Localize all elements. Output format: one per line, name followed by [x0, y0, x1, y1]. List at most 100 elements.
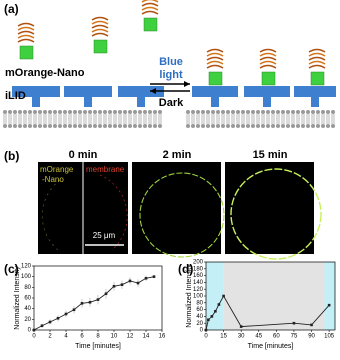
data-point: [128, 279, 132, 283]
data-point: [112, 284, 116, 288]
lipid-head: [28, 124, 32, 128]
y-tick-label: 0: [200, 328, 204, 334]
data-point: [310, 323, 313, 327]
lipid-head: [58, 124, 62, 128]
lipid-head: [321, 124, 325, 128]
x-tick-label: 105: [324, 334, 335, 340]
data-point: [207, 318, 210, 322]
lipid-head: [138, 124, 142, 128]
lipid-head: [306, 124, 310, 128]
x-tick-label: 8: [96, 334, 100, 340]
panel-label: (a): [4, 2, 19, 16]
lipid-head: [261, 124, 265, 128]
micrograph: [225, 162, 314, 254]
lipid-head: [281, 124, 285, 128]
ilid: [294, 86, 336, 97]
morange: [17, 22, 35, 27]
lipid-head: [133, 110, 137, 114]
lipid-head: [201, 124, 205, 128]
y-tick-label: 120: [193, 287, 204, 293]
lipid-head: [221, 110, 225, 114]
lipid-head: [331, 110, 335, 114]
lipid-head: [38, 110, 42, 114]
data-point: [40, 324, 44, 328]
x-tick-label: 0: [204, 334, 208, 340]
y-tick-label: 100: [193, 294, 204, 300]
morange: [17, 26, 35, 31]
y-tick-label: 60: [196, 307, 203, 313]
lipid-head: [128, 110, 132, 114]
ilid-stem: [32, 97, 40, 107]
panel-label: (b): [4, 149, 19, 163]
lipid-head: [226, 110, 230, 114]
y-tick-label: 100: [21, 274, 32, 280]
data-line: [33, 276, 155, 331]
lipid-head: [78, 124, 82, 128]
lipid-head: [13, 124, 17, 128]
data-point: [48, 320, 52, 324]
lipid-head: [191, 110, 195, 114]
y-tick-label: 40: [24, 306, 31, 312]
lipid-head: [68, 124, 72, 128]
x-tick-label: 90: [308, 334, 315, 340]
y-axis-label: Normalized Intensity: [186, 264, 193, 328]
lipid-head: [256, 124, 260, 128]
lipid-head: [88, 124, 92, 128]
lipid-head: [331, 124, 335, 128]
morange: [91, 24, 109, 29]
dark-label: Dark: [159, 97, 184, 109]
lipid-head: [286, 110, 290, 114]
lipid-head: [241, 110, 245, 114]
x-tick-label: 16: [159, 334, 166, 340]
data-point: [144, 276, 148, 280]
lipid-head: [13, 110, 17, 114]
lipid-head: [123, 124, 127, 128]
lipid-head: [321, 110, 325, 114]
lipid-head: [153, 110, 157, 114]
lipid-head: [231, 124, 235, 128]
x-tick-label: 0: [32, 334, 36, 340]
light-band: [223, 262, 325, 330]
data-point: [292, 321, 296, 325]
lipid-head: [23, 110, 27, 114]
lipid-head: [138, 110, 142, 114]
lipid-head: [326, 110, 330, 114]
lipid-head: [38, 124, 42, 128]
morange: [206, 64, 224, 69]
lipid-head: [291, 110, 295, 114]
data-point: [80, 302, 84, 305]
lipid-head: [98, 110, 102, 114]
data-point: [32, 328, 36, 332]
lipid-head: [256, 110, 260, 114]
lipid-head: [123, 110, 127, 114]
lipid-head: [301, 110, 305, 114]
data-point: [204, 328, 208, 332]
y-tick-label: 80: [196, 300, 203, 306]
panel-label: (d): [178, 262, 193, 276]
x-tick-label: 60: [273, 334, 280, 340]
lipid-head: [3, 110, 7, 114]
lipid-head: [216, 110, 220, 114]
lipid-head: [148, 110, 152, 114]
y-tick-label: 80: [24, 285, 31, 291]
nano: [143, 17, 158, 32]
lipid-head: [191, 124, 195, 128]
morange: [259, 64, 277, 69]
time-label: 15 min: [253, 149, 288, 161]
lipid-head: [216, 124, 220, 128]
ilid-stem: [84, 97, 92, 107]
nano: [93, 39, 108, 54]
ilid-stem: [211, 97, 219, 107]
morange: [17, 38, 35, 43]
ilid: [12, 86, 60, 97]
lipid-head: [23, 124, 27, 128]
scale-label: 25 μm: [93, 231, 116, 240]
light-label: light: [159, 69, 183, 81]
data-point: [239, 325, 243, 328]
cell-edge: [139, 172, 225, 258]
lipid-head: [103, 110, 107, 114]
receptor-label: iLID: [5, 90, 26, 102]
morange: [206, 48, 224, 53]
morange: [91, 16, 109, 21]
x-tick-label: 2: [48, 334, 52, 340]
